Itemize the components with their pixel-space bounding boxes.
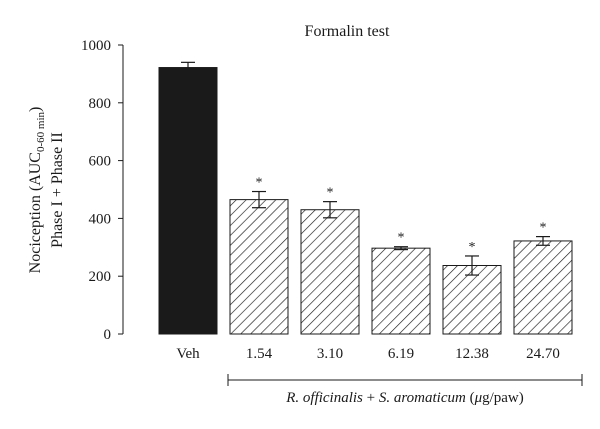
chart-title: Formalin test bbox=[305, 23, 390, 40]
bar-6.19 bbox=[371, 247, 431, 335]
y-tick-label-0: 0 bbox=[104, 327, 112, 343]
significance-marker-6.19: * bbox=[398, 231, 405, 246]
y-tick-label-1000: 1000 bbox=[81, 38, 111, 54]
bar-12.38 bbox=[442, 265, 502, 335]
x-tick-label-12.38: 12.38 bbox=[455, 346, 489, 362]
y-axis: 0 200 400 600 800 1000 bbox=[81, 38, 124, 343]
bars-group: * * * * * bbox=[158, 61, 573, 335]
x-tick-label-24.70: 24.70 bbox=[526, 346, 560, 362]
significance-marker-12.38: * bbox=[469, 240, 476, 255]
y-axis-label-line2: Phase I + Phase II bbox=[49, 132, 66, 248]
x-tick-label-1.54: 1.54 bbox=[246, 346, 273, 362]
x-labels-group: Veh 1.54 3.10 6.19 12.38 24.70 bbox=[176, 346, 560, 362]
x-tick-label-6.19: 6.19 bbox=[388, 346, 414, 362]
bar-1.54 bbox=[229, 199, 289, 335]
y-tick-label-400: 400 bbox=[89, 211, 112, 227]
y-axis-label: Nociception (AUC0-60 min) Phase I + Phas… bbox=[27, 107, 66, 274]
y-tick-label-800: 800 bbox=[89, 96, 112, 112]
significance-marker-1.54: * bbox=[256, 176, 263, 191]
x-tick-label-Veh: Veh bbox=[176, 346, 200, 362]
y-tick-label-600: 600 bbox=[89, 154, 112, 170]
y-tick-label-200: 200 bbox=[89, 269, 112, 285]
group-label: R. officinalis + S. aromaticum (μg/paw) bbox=[285, 390, 524, 406]
significance-marker-24.70: * bbox=[540, 221, 547, 236]
y-axis-label-line1: Nociception (AUC0-60 min) bbox=[27, 107, 47, 274]
significance-marker-3.10: * bbox=[327, 186, 334, 201]
group-bracket: R. officinalis + S. aromaticum (μg/paw) bbox=[227, 374, 583, 406]
bar-3.10 bbox=[300, 209, 360, 335]
bar-24.70 bbox=[513, 240, 573, 335]
x-tick-label-3.10: 3.10 bbox=[317, 346, 343, 362]
bar-Veh bbox=[158, 67, 218, 335]
